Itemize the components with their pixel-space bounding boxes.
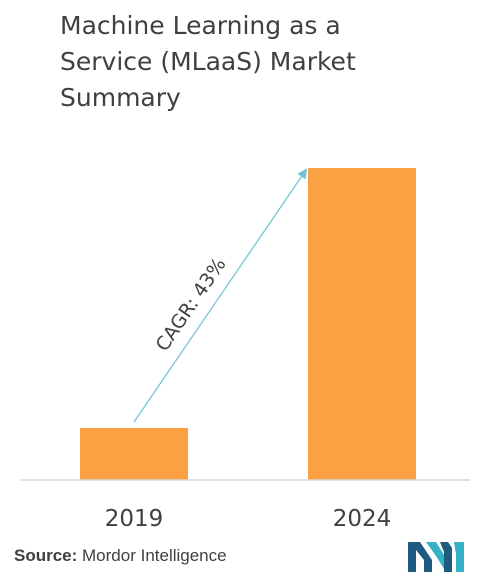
chart-title-line-1: Machine Learning as a: [60, 11, 341, 40]
chart-title: Machine Learning as a Service (MLaaS) Ma…: [60, 8, 360, 116]
source-label: Source:: [14, 546, 78, 565]
bar-2019: [80, 428, 188, 480]
source-text: Mordor Intelligence: [77, 546, 227, 565]
bar-2024: [308, 168, 416, 480]
x-tick-label-2019: 2019: [105, 506, 164, 532]
chart-title-line-3: Summary: [60, 83, 181, 112]
cagr-arrow: [133, 168, 308, 423]
chart-title-line-2: Service (MLaaS) Market: [60, 47, 356, 76]
x-tick-label-2024: 2024: [333, 506, 392, 532]
source-note: Source: Mordor Intelligence: [14, 546, 227, 566]
mordor-logo-icon: [408, 542, 464, 572]
cagr-annotation: CAGR: 43%: [152, 254, 231, 356]
